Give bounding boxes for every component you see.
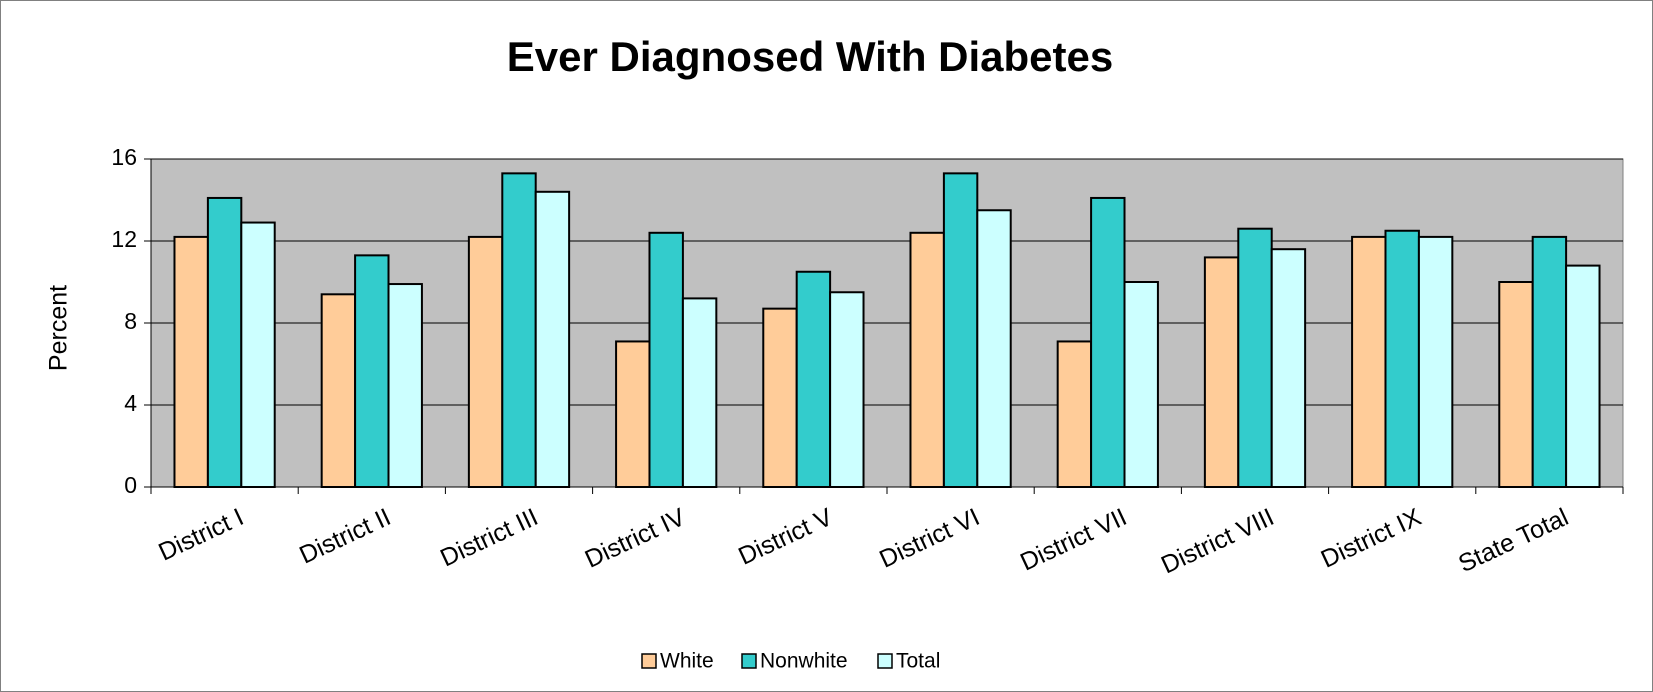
legend-label: Total bbox=[896, 650, 940, 673]
bar bbox=[762, 307, 798, 488]
legend-label: Nonwhite bbox=[760, 650, 848, 673]
bar bbox=[354, 254, 390, 488]
bar bbox=[467, 235, 504, 488]
legend-swatch bbox=[741, 653, 757, 669]
y-tick-label: 8 bbox=[124, 308, 137, 334]
bar bbox=[1565, 264, 1601, 488]
bar bbox=[829, 291, 865, 488]
bar bbox=[534, 190, 571, 489]
bar bbox=[1203, 256, 1240, 488]
bar bbox=[615, 340, 651, 489]
bar bbox=[320, 293, 357, 488]
legend-swatch bbox=[641, 653, 657, 669]
bar bbox=[1090, 196, 1126, 488]
bar bbox=[648, 231, 684, 488]
bar bbox=[795, 270, 832, 488]
bar bbox=[909, 231, 945, 488]
bar bbox=[1531, 235, 1568, 488]
bar bbox=[1056, 340, 1093, 489]
bar bbox=[1351, 235, 1387, 488]
bar bbox=[1123, 281, 1159, 488]
bar bbox=[501, 172, 537, 488]
legend-swatch bbox=[877, 653, 893, 669]
bar bbox=[681, 297, 718, 488]
bar bbox=[240, 221, 276, 489]
y-axis-label: Percent bbox=[45, 285, 73, 371]
bar bbox=[206, 196, 243, 488]
legend-label: White bbox=[660, 650, 714, 673]
bar bbox=[976, 209, 1012, 488]
bar bbox=[1417, 235, 1454, 488]
bar bbox=[942, 172, 979, 488]
y-tick-label: 4 bbox=[124, 390, 137, 416]
bar bbox=[1384, 229, 1420, 488]
bar bbox=[1498, 281, 1534, 488]
chart-title: Ever Diagnosed With Diabetes bbox=[507, 33, 1113, 80]
y-tick-label: 12 bbox=[111, 226, 137, 252]
bar bbox=[1270, 248, 1307, 488]
y-tick-label: 0 bbox=[124, 472, 137, 498]
bar bbox=[1237, 227, 1273, 488]
y-tick-label: 16 bbox=[111, 144, 137, 170]
bar bbox=[173, 235, 209, 488]
bar bbox=[387, 283, 423, 488]
